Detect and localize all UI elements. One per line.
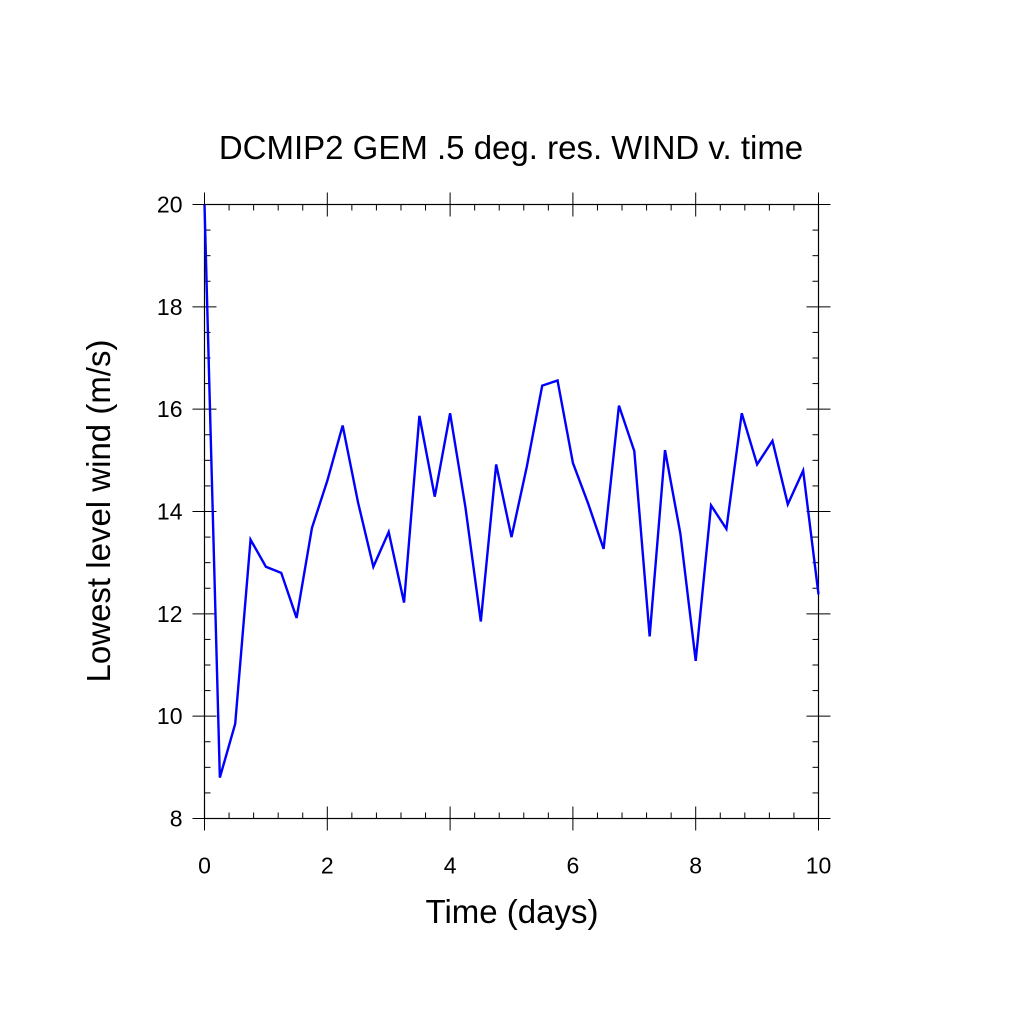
major-ticks [192, 192, 831, 831]
plot-frame [203, 203, 820, 820]
y-tick-label: 8 [170, 806, 183, 832]
y-tick-label: 12 [157, 601, 183, 627]
y-tick-labels: 8 10 12 14 16 18 20 [157, 192, 183, 832]
x-tick-label: 2 [321, 853, 334, 879]
wind-series-line [203, 204, 820, 778]
chart-title: DCMIP2 GEM .5 deg. res. WIND v. time [219, 129, 803, 166]
y-tick-label: 20 [157, 192, 183, 218]
y-tick-label: 16 [157, 396, 183, 422]
series-layer [203, 204, 820, 778]
x-tick-label: 0 [198, 853, 211, 879]
x-tick-label: 6 [567, 853, 580, 879]
minor-ticks [204, 204, 819, 819]
x-tick-label: 10 [806, 853, 832, 879]
y-tick-label: 10 [157, 703, 183, 729]
x-tick-label: 4 [444, 853, 457, 879]
y-axis-label: Lowest level wind (m/s) [80, 340, 117, 683]
y-tick-label: 18 [157, 294, 183, 320]
x-tick-label: 8 [689, 853, 702, 879]
y-tick-label: 14 [157, 499, 183, 525]
x-axis-label: Time (days) [426, 893, 599, 930]
x-tick-labels: 0 2 4 6 8 10 [198, 853, 831, 879]
